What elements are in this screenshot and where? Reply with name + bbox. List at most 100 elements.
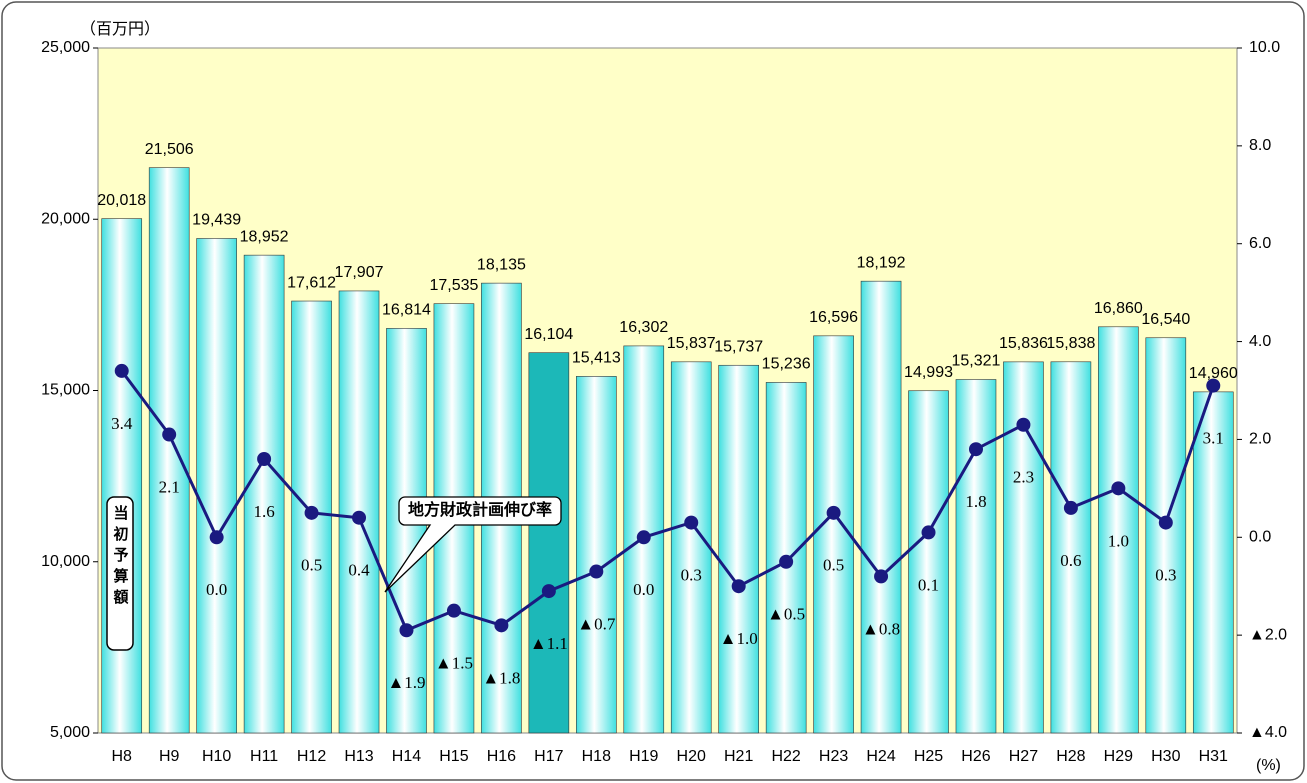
line-value-label: ▲0.8 (862, 619, 900, 638)
line-value-label: ▲1.1 (530, 634, 568, 653)
x-tick-label: H12 (297, 748, 326, 765)
bar (1098, 326, 1139, 734)
line (120, 370, 1215, 633)
bar-value-label: 15,836 (999, 335, 1048, 352)
bar-value-label: 18,952 (240, 228, 289, 245)
line-value-label: 1.6 (253, 502, 274, 521)
bar-value-label: 17,612 (287, 274, 336, 291)
line-marker (1063, 500, 1078, 515)
line-value-label: ▲1.8 (482, 668, 520, 687)
line-value-label: 0.1 (918, 575, 939, 594)
bar (670, 361, 712, 734)
bar (1145, 337, 1187, 734)
callout-text: 地方財政計画伸び率 (408, 500, 552, 519)
bar-value-label: 14,960 (1189, 365, 1238, 382)
line-marker (304, 505, 319, 520)
x-tick-label: H18 (582, 748, 611, 765)
bar-value-label: 17,535 (429, 277, 478, 294)
line-marker (731, 579, 746, 594)
line-value-label: 0.0 (633, 580, 654, 599)
x-tick-label: H29 (1104, 748, 1133, 765)
x-tick-label: H28 (1056, 748, 1085, 765)
line-marker (921, 525, 936, 540)
line-marker (114, 363, 129, 378)
x-tick-label: H30 (1151, 748, 1180, 765)
bar (955, 379, 997, 734)
bar-value-label: 16,860 (1094, 300, 1143, 317)
bar-value-label: 17,907 (335, 264, 384, 281)
x-tick-label: H14 (392, 748, 421, 765)
line-marker (209, 530, 224, 545)
bar (1050, 361, 1092, 734)
line-marker (399, 623, 414, 638)
line-marker (1111, 481, 1126, 496)
line-value-label: 2.3 (1013, 468, 1034, 487)
bar-value-label: 21,506 (145, 141, 194, 158)
bar-value-label: 15,838 (1046, 335, 1095, 352)
bar (908, 390, 949, 734)
bar (718, 364, 759, 734)
line-marker (1016, 417, 1031, 432)
bar (243, 254, 285, 734)
line-value-label: ▲0.5 (767, 605, 805, 624)
line-marker (874, 569, 889, 584)
y-tick-label: 5,000 (50, 724, 90, 741)
bar (386, 328, 427, 734)
x-tick-label: H27 (1009, 748, 1038, 765)
x-tick-label: H15 (439, 748, 468, 765)
y-tick-label: 15,000 (41, 382, 90, 399)
x-tick-label: H17 (534, 748, 563, 765)
line-value-label: 0.5 (823, 556, 844, 575)
line-value-label: 0.3 (681, 566, 702, 585)
x-tick-label: H8 (112, 748, 133, 765)
line-marker (494, 618, 509, 633)
bar-value-label: 18,192 (857, 254, 906, 271)
bar-value-label: 14,993 (904, 364, 953, 381)
x-tick-label: H16 (487, 748, 516, 765)
line-marker (352, 510, 367, 525)
y-axis-label: 当初予算額 (112, 504, 130, 610)
x-tick-label: H10 (202, 748, 231, 765)
x-tick-label: H25 (914, 748, 943, 765)
line-marker (636, 530, 651, 545)
line-value-label: ▲1.5 (435, 654, 473, 673)
bar-value-label: 15,837 (667, 335, 716, 352)
line-value-label: 0.6 (1060, 551, 1081, 570)
line-value-label: 0.0 (206, 580, 227, 599)
bar-value-label: 16,814 (382, 302, 431, 319)
bar-value-label: 16,104 (524, 326, 573, 343)
x-tick-label: H21 (724, 748, 753, 765)
y2-tick-label: 2.0 (1249, 431, 1271, 448)
bar (813, 335, 854, 734)
bar (148, 167, 190, 734)
bar (101, 218, 143, 734)
line-value-label: 3.4 (111, 414, 133, 433)
bar-value-label: 16,540 (1141, 311, 1190, 328)
x-tick-label: H23 (819, 748, 848, 765)
line-marker (684, 515, 699, 530)
y-axis-label-box (106, 496, 134, 651)
line-value-label: 1.0 (1108, 531, 1129, 550)
line-value-label: 2.1 (159, 477, 180, 496)
line-marker (541, 584, 556, 599)
bar-value-label: 18,135 (477, 256, 526, 273)
plot-area (97, 47, 1238, 734)
bar (1192, 391, 1234, 734)
line-value-label: 3.1 (1203, 429, 1224, 448)
y-tick-label: 25,000 (41, 39, 90, 56)
y2-unit-label: (%) (1256, 757, 1281, 774)
line-marker (968, 442, 983, 457)
y2-tick-label: ▲2.0 (1249, 626, 1287, 643)
bar (1003, 361, 1044, 734)
x-tick-label: H20 (677, 748, 706, 765)
bar (576, 376, 617, 734)
x-tick-label: H22 (771, 748, 800, 765)
line-value-label: 0.5 (301, 556, 322, 575)
line-marker (589, 564, 604, 579)
bar-value-label: 15,413 (572, 350, 621, 367)
line-value-label: ▲0.7 (577, 614, 616, 633)
line-value-label: ▲1.9 (387, 673, 425, 692)
line-marker (446, 603, 461, 618)
line-value-label: 1.8 (965, 492, 986, 511)
